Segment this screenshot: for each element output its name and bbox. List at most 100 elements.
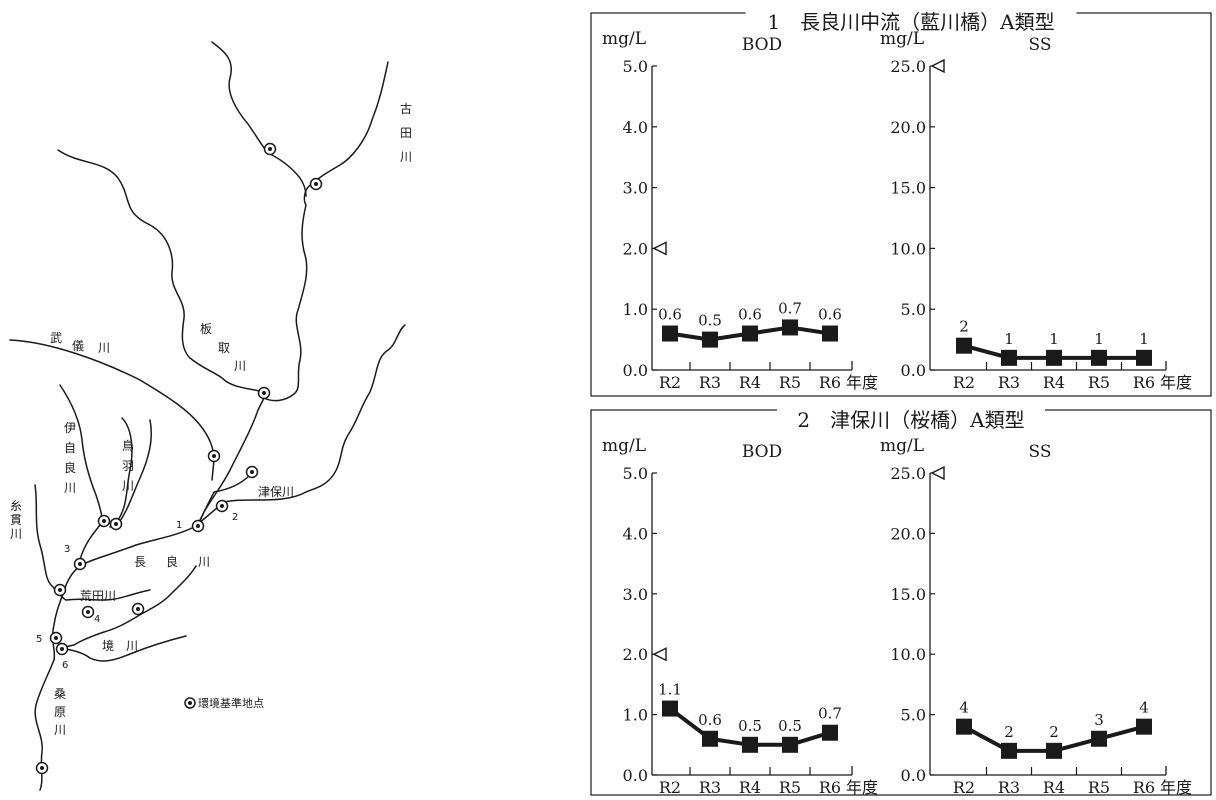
subplot-bod: mg/L BOD 0.0 1.0 2.0 3.0 4.0 5.0 R2 R3 R4 R5 R6 年度 0.6… [602,29,878,392]
x-tick-label: R6 [1133,778,1155,797]
monitoring-point [191,519,205,533]
monitoring-point [257,386,271,400]
unit-label: mg/L [602,436,646,456]
river-map: 古 田 川 板 取 川 武 儀 川 伊 自 良 川 鳥 羽 川 津保川 糸 貫 … [9,41,412,791]
panel-title: 1 長良川中流（藍川橋）A類型 [767,10,1054,34]
x-axis-suffix: 年度 [846,778,878,797]
data-label: 1 [1004,330,1014,348]
river-label: 羽 [122,459,134,473]
station-numbers: 1 2 3 4 5 6 [36,512,238,671]
data-label: 0.5 [778,717,802,735]
monitoring-point [35,761,49,775]
data-label: 1.1 [658,681,682,699]
unit-label: mg/L [880,29,924,49]
river-line-arata [65,589,151,601]
data-point [662,700,678,717]
x-tick-label: R3 [699,373,721,392]
data-point [702,730,718,747]
river-line-toba [109,417,133,528]
river-label: 儀 [72,339,84,353]
x-tick-label: R5 [779,373,801,392]
x-tick-label: R2 [659,778,681,797]
river-label: 長 [134,555,146,569]
river-label: 良 [166,554,178,569]
unit-label: mg/L [602,29,646,49]
river-label: 川 [400,150,412,164]
data-point [956,718,972,735]
y-tick-label: 0.0 [901,766,926,785]
y-tick-label: 4.0 [623,524,648,543]
monitoring-point [55,642,69,656]
river-label: 境 [102,638,114,653]
station-number: 6 [62,660,68,671]
river-label: 川 [198,555,210,569]
y-tick-label: 1.0 [623,706,648,725]
river-label: 板 [200,322,212,336]
subplot-name: SS [1029,442,1052,462]
x-tick-label: R5 [1088,373,1110,392]
x-tick-label: R4 [1043,778,1065,797]
y-tick-label: 2.0 [623,645,648,664]
chart-panel: 2 津保川（桜橋）A類型 mg/L BOD 0.0 1.0 2.0 3.0 4.0 5.0 R2 R… [590,408,1212,797]
station-number: 4 [94,614,100,625]
river-label: 原 [54,705,66,719]
data-point [1091,349,1107,366]
x-tick-label: R6 [1133,373,1155,392]
data-label: 0.7 [778,299,802,317]
y-tick-label: 4.0 [623,118,648,137]
monitoring-point [97,514,111,528]
standard-marker [652,241,667,256]
data-label: 4 [1139,699,1149,717]
title-gap [745,11,1077,15]
data-point [1046,742,1062,759]
y-tick-label: 20.0 [890,524,926,543]
river-line-tsubo [197,324,406,525]
river-label: 自 [64,441,76,455]
x-tick-label: R2 [659,373,681,392]
standard-marker [930,58,945,74]
river-labels: 古 田 川 板 取 川 武 儀 川 伊 自 良 川 鳥 羽 川 津保川 糸 貫 … [10,101,412,737]
data-label: 2 [1004,723,1014,741]
river-line-sakai [59,635,187,662]
x-axis-suffix: 年度 [1160,778,1192,797]
station-number: 1 [176,520,182,531]
monitoring-point [215,499,229,513]
monitoring-point [53,583,67,597]
data-label: 1 [1139,330,1149,348]
river-label: 川 [234,359,246,373]
river-label: 川 [98,341,110,355]
river-line-upper [211,41,307,197]
data-label: 0.7 [818,705,842,723]
data-label: 4 [959,699,969,717]
data-point [702,331,718,348]
x-tick-label: R5 [779,778,801,797]
river-line-kota [303,61,389,206]
x-tick-label: R3 [699,778,721,797]
x-tick-label: R6 [819,778,841,797]
panel-title: 2 津保川（桜橋）A類型 [797,408,1024,432]
river-label: 桑 [54,687,66,701]
monitoring-point [73,557,87,571]
data-label: 1 [1049,330,1059,348]
river-label: 鳥 [122,438,134,453]
data-point [956,337,972,354]
data-label: 2 [959,318,969,336]
title-gap [777,408,1045,412]
y-tick-label: 5.0 [901,706,926,725]
station-number: 5 [36,634,42,645]
river-label: 津保川 [258,485,294,499]
data-point [1046,349,1062,366]
river-label: 貫 [10,513,22,527]
y-tick-label: 0.0 [901,361,926,380]
data-point [662,325,678,342]
station-number: 2 [232,512,238,523]
data-point [782,736,798,753]
river-label: 田 [400,126,412,140]
station-number: 3 [64,544,70,555]
data-label: 0.6 [698,711,722,729]
data-point [822,325,838,342]
subplot-name: SS [1029,35,1052,55]
y-tick-label: 3.0 [623,179,648,198]
data-label: 0.5 [698,312,722,330]
x-axis-suffix: 年度 [846,373,878,392]
